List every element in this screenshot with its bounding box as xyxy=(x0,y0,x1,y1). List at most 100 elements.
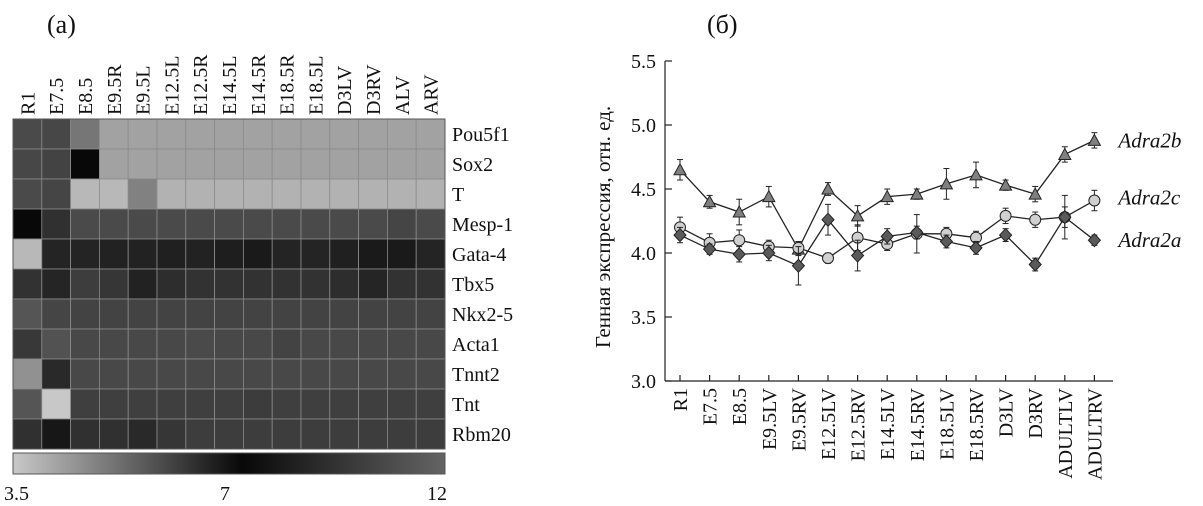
heatmap-cell xyxy=(99,328,129,360)
heatmap-cell xyxy=(415,148,446,180)
x-tick-label: ADULTRV xyxy=(1084,387,1106,480)
heatmap-cell xyxy=(329,268,359,300)
heatmap-cell xyxy=(300,268,331,300)
heatmap-cell xyxy=(271,358,302,390)
heatmap-cell xyxy=(41,178,71,210)
heatmap-cell xyxy=(156,418,187,450)
heatmap-cell xyxy=(386,418,417,450)
x-tick-label: E14.5LV xyxy=(877,387,899,460)
y-tick-label: 5.0 xyxy=(631,115,656,137)
heatmap-cell xyxy=(358,328,388,360)
heatmap-cell xyxy=(271,118,302,150)
heatmap-cell xyxy=(41,238,71,270)
heatmap-cell xyxy=(242,328,273,360)
heatmap-cell xyxy=(185,358,216,390)
heatmap-cell xyxy=(185,298,216,330)
data-point xyxy=(761,189,776,203)
heatmap-cell xyxy=(41,418,71,450)
heatmap-cell xyxy=(70,178,100,210)
heatmap-cell xyxy=(358,358,388,390)
heatmap-cell xyxy=(70,328,100,360)
x-tick-label: E7.5 xyxy=(700,388,722,425)
heatmap-row-label: Tnt xyxy=(452,394,480,416)
heatmap-cell xyxy=(156,388,187,420)
heatmap-cell xyxy=(271,238,302,270)
heatmap-column-label: E12.5L xyxy=(161,56,183,115)
heatmap-column-label: E18.5R xyxy=(277,54,299,115)
heatmap-column-label: R1 xyxy=(17,92,39,115)
heatmap-cell xyxy=(41,298,71,330)
heatmap-cell xyxy=(41,328,71,360)
heatmap-cell xyxy=(12,118,43,150)
data-point xyxy=(1028,257,1042,272)
data-point xyxy=(939,176,954,190)
heatmap-cell xyxy=(300,298,331,330)
heatmap-cell xyxy=(358,418,388,450)
series-label: Adra2c xyxy=(1116,186,1181,210)
heatmap-row-labels: Pou5f1 Sox2 T Mesp-1 Gata-4 Tbx5 Nkx2-5 Acta1 Tn… xyxy=(452,124,513,446)
y-tick-label: 4.0 xyxy=(631,243,656,265)
heatmap-cell xyxy=(185,388,216,420)
heatmap-cell xyxy=(12,268,43,300)
heatmap-cell xyxy=(12,238,43,270)
heatmap-cell xyxy=(271,268,302,300)
heatmap-cell xyxy=(12,148,43,180)
heatmap-cell xyxy=(214,238,244,270)
heatmap-cell xyxy=(386,268,417,300)
series-label: Adra2b xyxy=(1116,128,1181,152)
heatmap-cell xyxy=(12,418,43,450)
heatmap-cell xyxy=(12,208,43,240)
heatmap-cell xyxy=(214,358,244,390)
heatmap-cell xyxy=(214,328,244,360)
heatmap-cell xyxy=(156,328,187,360)
heatmap-cell xyxy=(99,178,129,210)
heatmap-cell xyxy=(415,418,446,450)
x-tick-label: E14.5RV xyxy=(907,387,929,461)
heatmap-column-label: ARV xyxy=(421,74,443,115)
heatmap-cell xyxy=(41,268,71,300)
heatmap-cell xyxy=(127,358,158,390)
series-label: Adra2a xyxy=(1116,228,1181,252)
heatmap-cell xyxy=(70,208,100,240)
heatmap-cell xyxy=(415,328,446,360)
heatmap-cell xyxy=(156,358,187,390)
heatmap-column-label: E9.5L xyxy=(133,66,155,115)
panel-a-label: (a) xyxy=(47,10,76,39)
heatmap-cell xyxy=(271,388,302,420)
heatmap-cell xyxy=(415,238,446,270)
heatmap-cell xyxy=(300,328,331,360)
x-tick-label: ADULTLV xyxy=(1055,387,1077,478)
heatmap-cell xyxy=(185,328,216,360)
heatmap-cell xyxy=(386,358,417,390)
heatmap-cell xyxy=(329,148,359,180)
heatmap-cell xyxy=(70,118,100,150)
data-point xyxy=(969,167,983,181)
heatmap-cell xyxy=(415,178,446,210)
heatmap-cell xyxy=(12,388,43,420)
heatmap-cell xyxy=(329,418,359,450)
heatmap-cell xyxy=(358,208,388,240)
heatmap-frame xyxy=(12,118,446,450)
data-point xyxy=(702,194,717,208)
heatmap-cell xyxy=(329,178,359,210)
y-tick-label: 4.5 xyxy=(631,179,656,201)
heatmap-cell xyxy=(242,208,273,240)
heatmap-cell xyxy=(99,358,129,390)
heatmap-cell xyxy=(99,118,129,150)
heatmap-row-label: Nkx2-5 xyxy=(452,304,513,326)
heatmap-cell xyxy=(415,358,446,390)
heatmap-cell xyxy=(185,118,216,150)
heatmap-cell xyxy=(214,268,244,300)
heatmap-cell xyxy=(127,418,158,450)
heatmap-cell xyxy=(156,178,187,210)
heatmap-cell xyxy=(242,118,273,150)
panel-b-label: (б) xyxy=(707,10,738,39)
heatmap-row-label: T xyxy=(452,184,464,206)
heatmap-cell xyxy=(99,148,129,180)
heatmap-cell xyxy=(156,268,187,300)
heatmap-cell xyxy=(156,238,187,270)
heatmap-cell xyxy=(358,298,388,330)
heatmap-cell xyxy=(185,178,216,210)
heatmap-cell xyxy=(386,208,417,240)
